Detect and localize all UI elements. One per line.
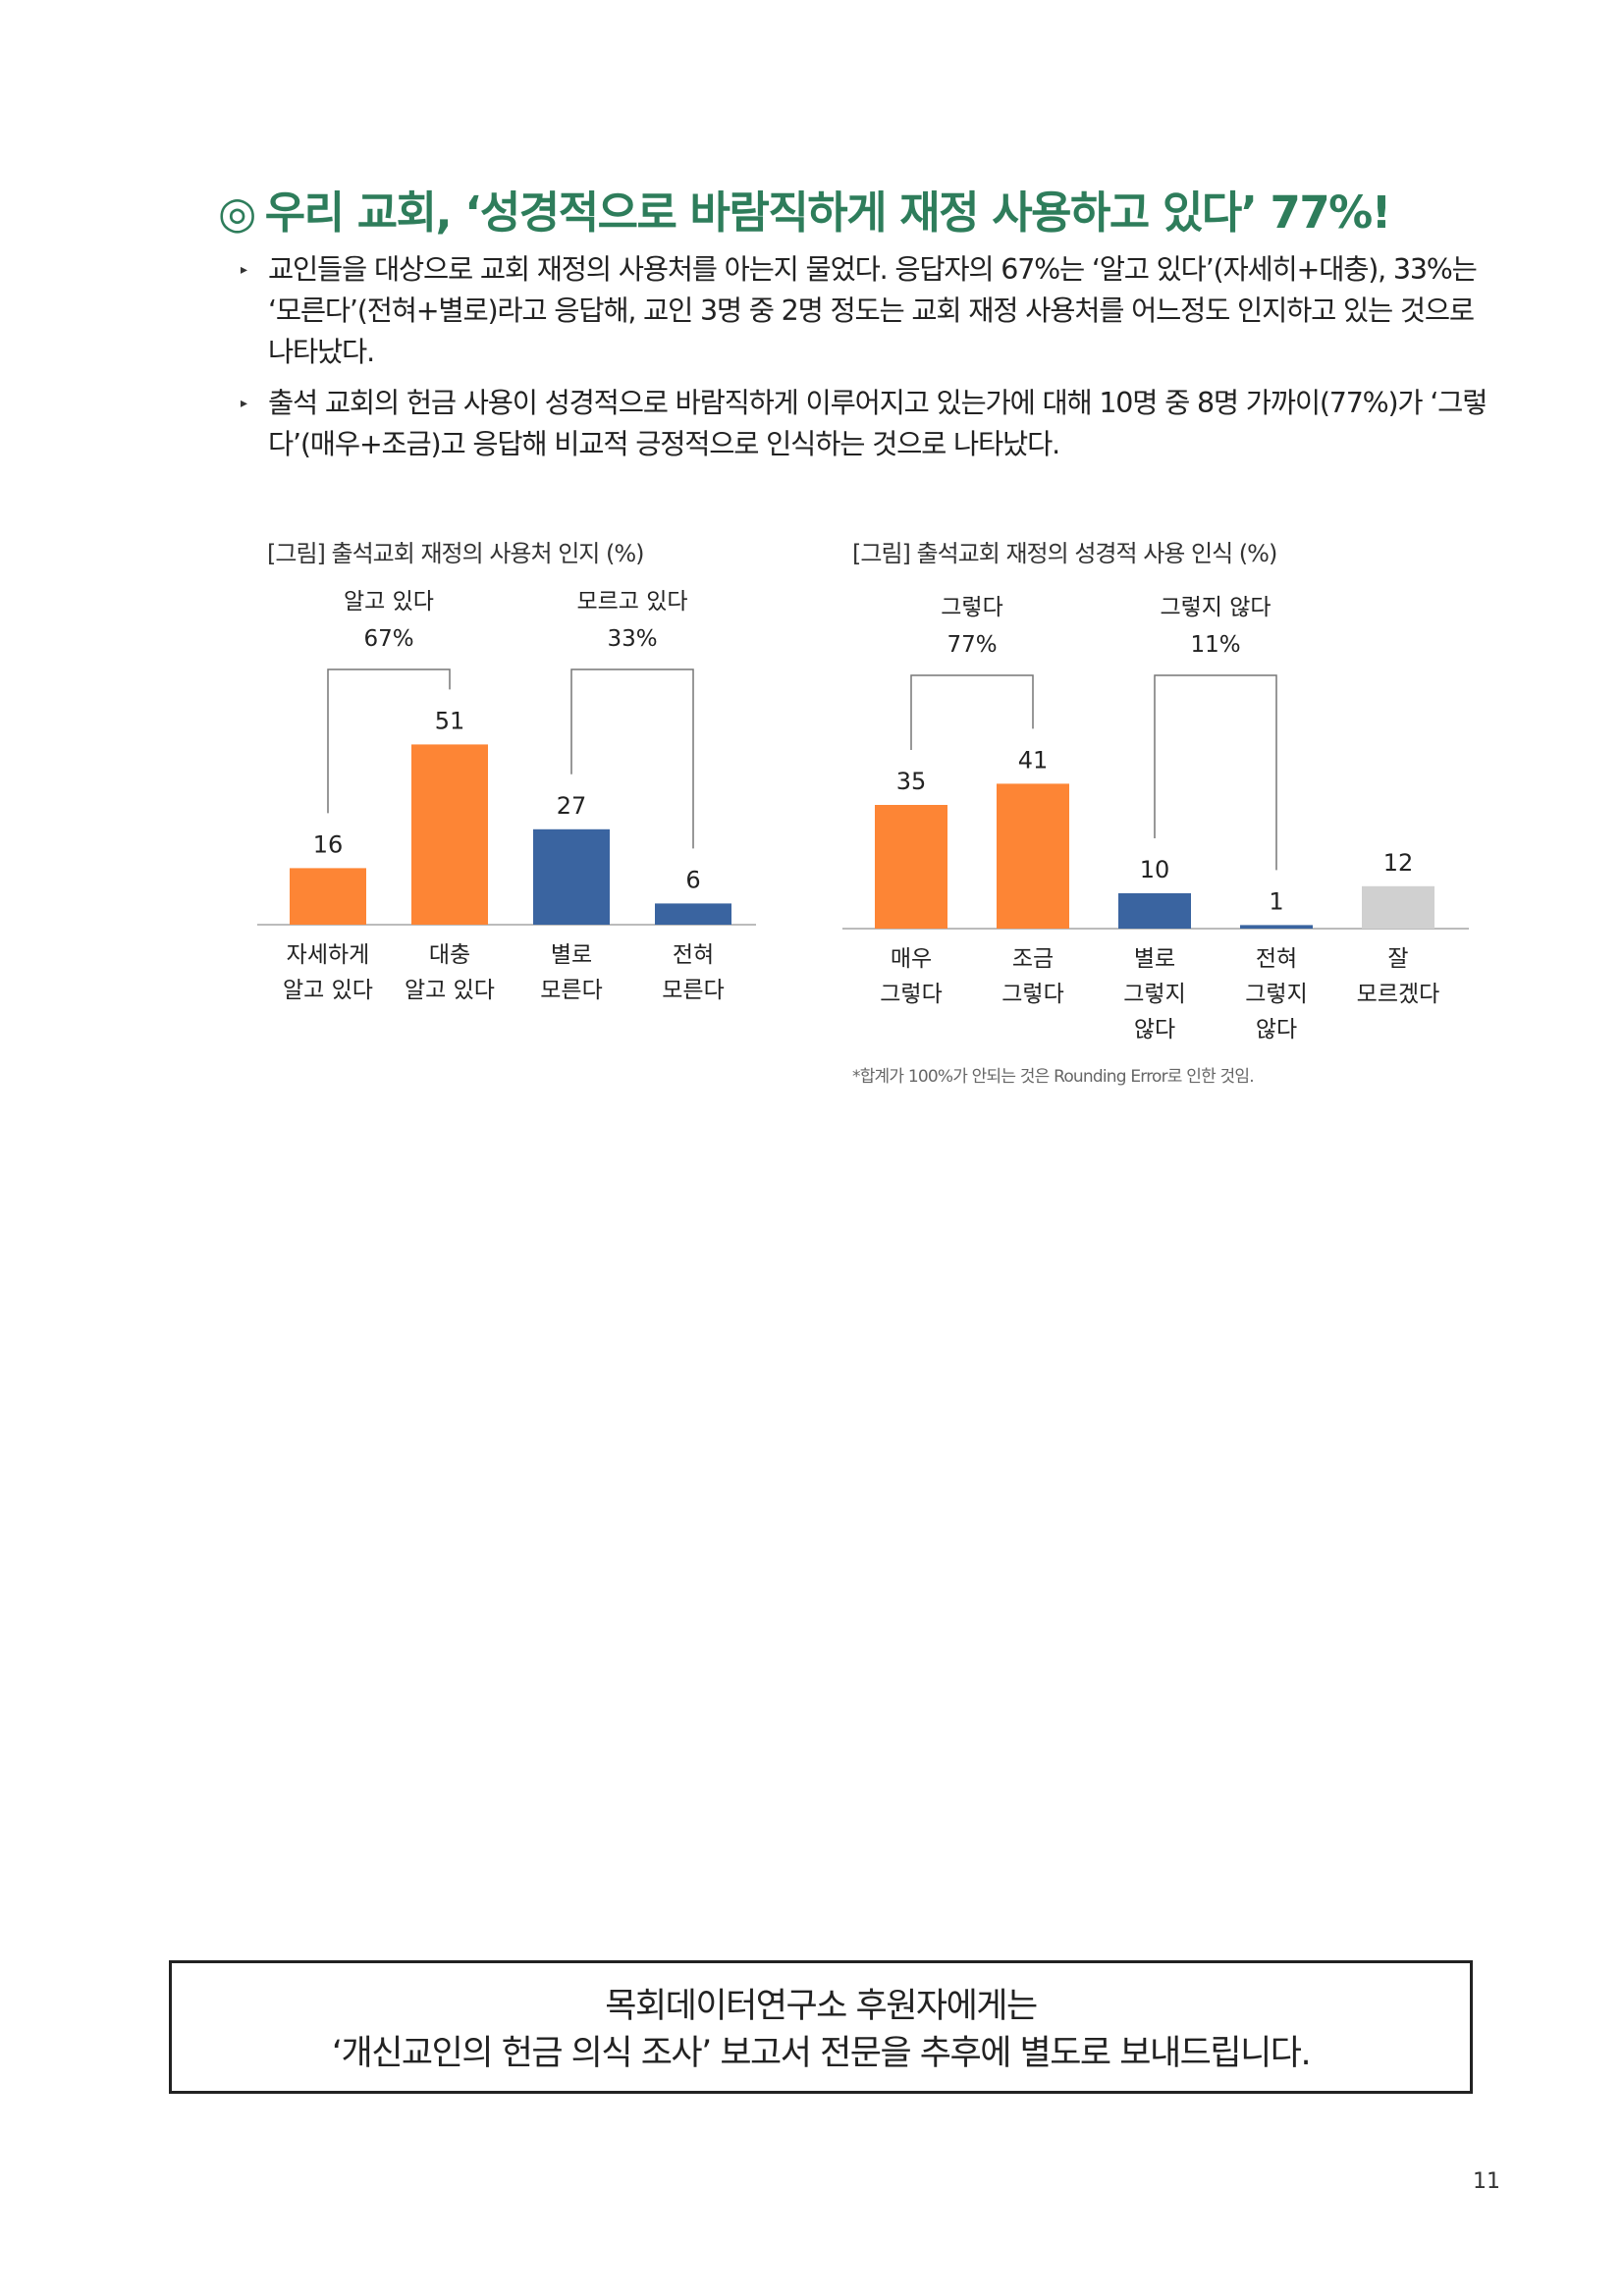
notice-line1: 목회데이터연구소 후원자에게는 — [605, 1987, 1038, 2026]
group-percent: 67% — [363, 626, 413, 652]
group-label: 그렇지 않다 — [1160, 595, 1271, 620]
chart1-title: [그림] 출석교회 재정의 사용처 인지 (%) — [267, 540, 645, 567]
group-percent: 77% — [947, 632, 997, 658]
category-label: 잘 — [1387, 946, 1408, 972]
bar — [1240, 925, 1313, 929]
category-label: 매우 — [891, 946, 932, 972]
data-label: 1 — [1269, 887, 1283, 915]
data-label: 6 — [685, 866, 700, 893]
category-label: 전혀 — [1256, 946, 1297, 972]
category-label: 별로 — [1134, 946, 1175, 972]
chart2-perception: 35매우그렇다41조금그렇다10별로그렇지않다1전혀그렇지않다12잘모르겠다그렇… — [842, 595, 1469, 1042]
category-label: 전혀 — [673, 942, 714, 968]
group-label: 알고 있다 — [344, 589, 434, 614]
bar — [655, 903, 731, 925]
page-number: 11 — [1473, 2169, 1500, 2194]
category-label: 그렇지 — [1245, 982, 1307, 1007]
notice-line2: ‘개신교인의 헌금 의식 조사’ 보고서 전문을 추후에 별도로 보내드립니다. — [331, 2034, 1312, 2073]
category-label: 않다 — [1256, 1017, 1297, 1042]
group-percent: 11% — [1190, 632, 1240, 658]
notice-box: 목회데이터연구소 후원자에게는 ‘개신교인의 헌금 의식 조사’ 보고서 전문을… — [169, 1960, 1473, 2094]
group-bracket — [1154, 674, 1277, 871]
data-label: 41 — [1018, 746, 1049, 774]
category-label: 알고 있다 — [405, 978, 495, 1003]
data-label: 51 — [435, 707, 465, 734]
group-percent: 33% — [607, 626, 657, 652]
bar — [875, 805, 947, 929]
category-label: 그렇지 — [1123, 982, 1185, 1007]
group-bracket — [570, 668, 694, 849]
group-label: 그렇다 — [941, 595, 1002, 620]
category-label: 그렇다 — [1001, 982, 1063, 1007]
bullet-triangle-icon: ▸ — [241, 262, 247, 278]
data-label: 27 — [557, 792, 587, 820]
category-label: 별로 — [551, 942, 592, 968]
bar — [1362, 885, 1434, 929]
bullet-list: ▸ 교인들을 대상으로 교회 재정의 사용처를 아는지 물었다. 응답자의 67%… — [241, 249, 1488, 475]
data-label: 35 — [896, 768, 927, 795]
category-label: 모른다 — [662, 978, 724, 1003]
data-label: 12 — [1383, 849, 1414, 877]
bullet-triangle-icon: ▸ — [241, 396, 247, 411]
bullet-text: 출석 교회의 헌금 사용이 성경적으로 바람직하게 이루어지고 있는가에 대해 … — [268, 387, 1488, 460]
category-label: 대충 — [429, 942, 470, 968]
bullet-text: 교인들을 대상으로 교회 재정의 사용처를 아는지 물었다. 응답자의 67%는… — [268, 253, 1478, 368]
category-label: 자세하게 — [287, 942, 370, 968]
bullet-item: ▸ 교인들을 대상으로 교회 재정의 사용처를 아는지 물었다. 응답자의 67%… — [241, 249, 1488, 373]
bar — [411, 744, 488, 925]
category-label: 모른다 — [540, 978, 602, 1003]
bar — [290, 868, 366, 925]
category-label: 모르겠다 — [1357, 982, 1440, 1007]
category-label: 않다 — [1134, 1017, 1175, 1042]
bar — [1118, 893, 1191, 929]
data-label: 10 — [1140, 856, 1170, 883]
category-label: 그렇다 — [880, 982, 942, 1007]
page-title-text: 우리 교회, ‘성경적으로 바람직하게 재정 사용하고 있다’ 77%! — [264, 187, 1391, 239]
group-label: 모르고 있다 — [576, 589, 687, 614]
data-label: 16 — [313, 830, 344, 858]
category-label: 알고 있다 — [283, 978, 373, 1003]
bar — [997, 783, 1069, 929]
page-title: ◎ 우리 교회, ‘성경적으로 바람직하게 재정 사용하고 있다’ 77%! — [218, 177, 1391, 240]
bullet-item: ▸ 출석 교회의 헌금 사용이 성경적으로 바람직하게 이루어지고 있는가에 대해… — [241, 383, 1488, 465]
chart2-title: [그림] 출석교회 재정의 성경적 사용 인식 (%) — [852, 540, 1277, 567]
group-bracket — [327, 668, 451, 814]
double-circle-icon: ◎ — [218, 187, 256, 239]
footnote: *합계가 100%가 안되는 것은 Rounding Error로 인한 것임. — [852, 1067, 1255, 1087]
category-label: 조금 — [1012, 946, 1054, 972]
group-bracket — [910, 674, 1034, 750]
bar — [533, 828, 610, 925]
